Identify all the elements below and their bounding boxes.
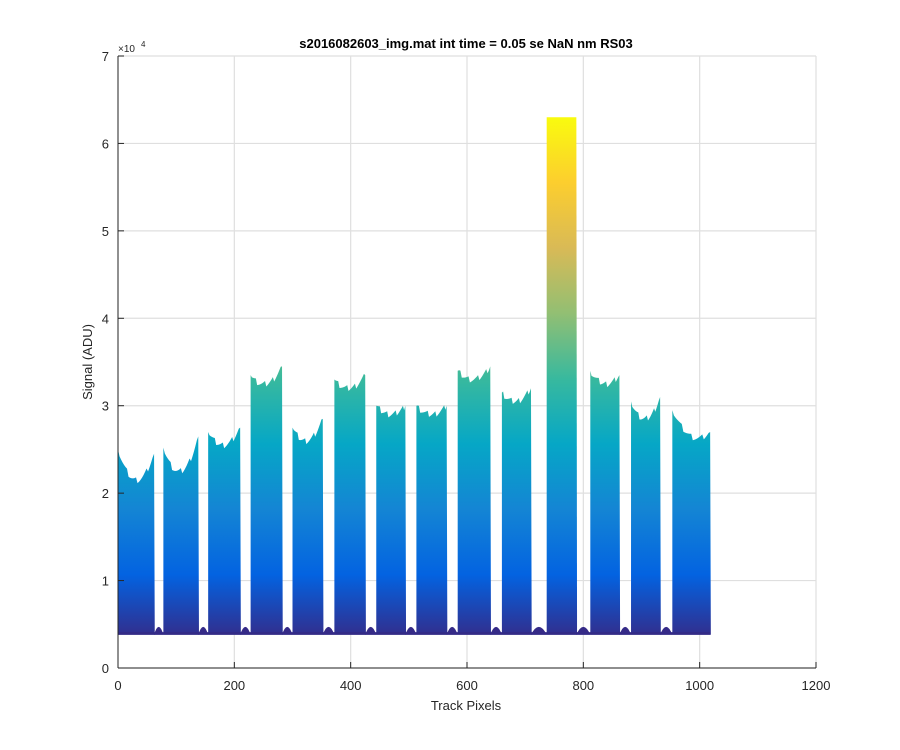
signal-segment bbox=[118, 449, 155, 634]
signal-segment bbox=[458, 366, 491, 634]
signal-segment bbox=[547, 117, 577, 635]
chart-svg: 0 200 400 600 800 1000 1200 0 1 2 3 4 5 6 7 s201608260… bbox=[0, 0, 900, 750]
chart-title: s2016082603_img.mat int time = 0.05 se N… bbox=[299, 36, 633, 51]
y-tick-label: 7 bbox=[102, 49, 109, 64]
y-tick-label: 2 bbox=[102, 486, 109, 501]
y-tick-label: 6 bbox=[102, 136, 109, 151]
x-tick-label: 600 bbox=[456, 678, 478, 693]
signal-segment bbox=[672, 410, 711, 635]
y-tick-label: 3 bbox=[102, 399, 109, 414]
y-tick-label: 4 bbox=[102, 311, 109, 326]
trough bbox=[323, 627, 335, 635]
signal-area bbox=[118, 117, 711, 635]
x-tick-label: 800 bbox=[572, 678, 594, 693]
signal-segment bbox=[293, 419, 324, 635]
y-tick-label: 5 bbox=[102, 224, 109, 239]
signal-segment bbox=[208, 428, 241, 635]
trough bbox=[660, 627, 672, 635]
x-tick-label: 200 bbox=[223, 678, 245, 693]
y-exponent-base: ×10 bbox=[118, 44, 135, 55]
signal-segment bbox=[502, 388, 532, 635]
x-tick-label: 400 bbox=[340, 678, 362, 693]
signal-segment bbox=[631, 397, 661, 635]
x-tick-label: 0 bbox=[114, 678, 121, 693]
trough bbox=[447, 627, 458, 635]
trough bbox=[240, 627, 250, 635]
trough bbox=[531, 627, 547, 635]
signal-segment bbox=[416, 405, 447, 635]
trough bbox=[405, 627, 416, 635]
trough bbox=[198, 627, 208, 635]
trough bbox=[154, 627, 163, 635]
signal-segment bbox=[334, 374, 366, 635]
trough bbox=[490, 627, 502, 635]
signal-segment bbox=[163, 436, 199, 634]
y-tick-label: 1 bbox=[102, 574, 109, 589]
trough bbox=[619, 627, 631, 635]
y-exponent-power: 4 bbox=[141, 40, 146, 49]
y-axis-label: Signal (ADU) bbox=[80, 324, 95, 400]
trough bbox=[365, 627, 376, 635]
signal-segment bbox=[590, 371, 620, 635]
trough bbox=[282, 627, 292, 635]
trough bbox=[576, 627, 590, 635]
signal-segment bbox=[251, 366, 283, 634]
x-axis-label: Track Pixels bbox=[431, 698, 502, 713]
x-tick-label: 1200 bbox=[802, 678, 831, 693]
signal-segment bbox=[376, 406, 406, 635]
x-tick-label: 1000 bbox=[685, 678, 714, 693]
y-tick-label: 0 bbox=[102, 661, 109, 676]
